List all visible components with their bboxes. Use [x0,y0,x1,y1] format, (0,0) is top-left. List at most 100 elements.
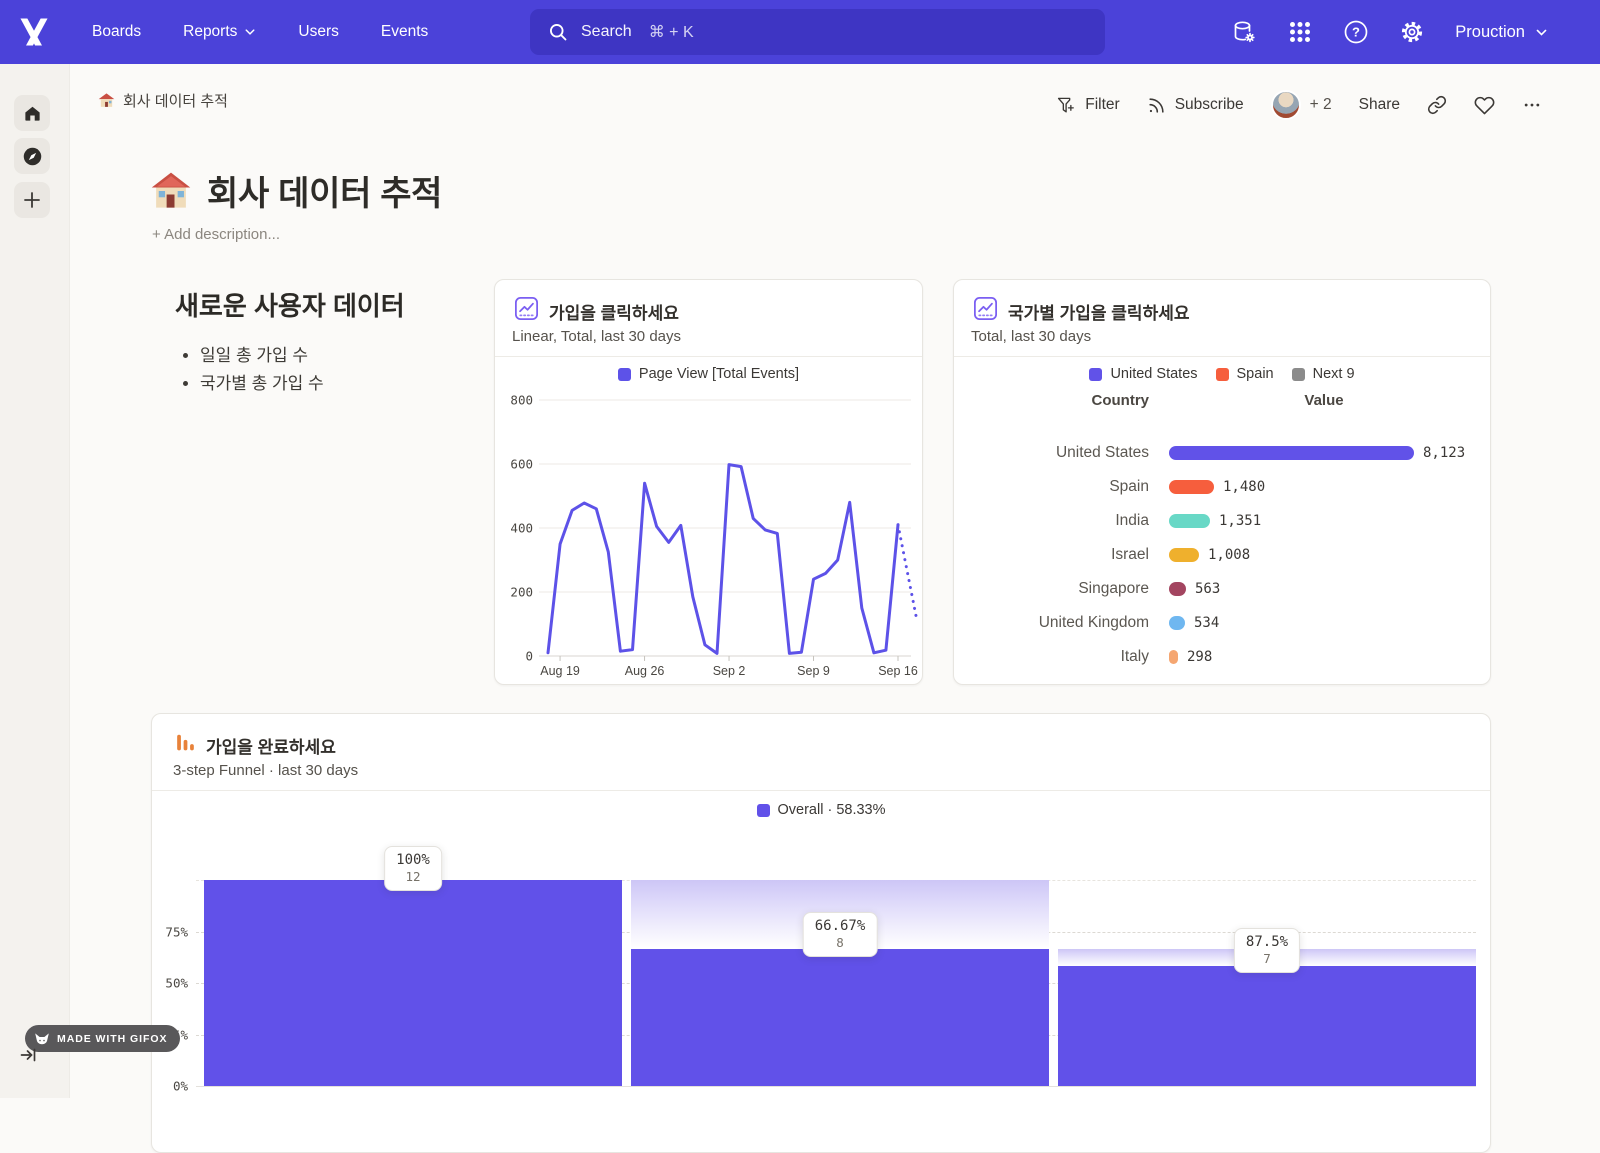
nav-item-boards[interactable]: Boards [92,23,141,41]
svg-text:Aug 19: Aug 19 [540,664,580,678]
funnel-card[interactable]: 가입을 완료하세요 3-step Funnel · last 30 days O… [151,713,1491,1153]
funnel-bar-fill [204,880,622,1086]
share-button[interactable]: Share [1359,96,1400,114]
rss-icon [1149,97,1164,113]
funnel-bar-step-3[interactable] [1058,948,1476,1086]
legend-item[interactable]: Overall · 58.33% [756,802,886,818]
gifox-badge[interactable]: MADE WITH GIFOX [25,1025,181,1052]
legend-item[interactable]: Spain [1215,366,1274,382]
page-title-text: 회사 데이터 추적 [207,175,443,213]
bar-card-header: 국가별 가입을 클릭하세요 Total, last 30 days [954,280,1490,357]
country-value: 563 [1195,581,1221,597]
fox-icon [35,1032,49,1044]
house-emoji [98,93,115,107]
more-options-icon[interactable] [1522,95,1542,115]
breadcrumb[interactable]: 회사 데이터 추적 [98,90,228,111]
country-bar [1169,650,1178,664]
svg-text:Sep 9: Sep 9 [797,664,830,678]
sidebar-home-button[interactable] [14,95,50,131]
mixpanel-logo-icon[interactable] [18,16,50,48]
country-bar-rows: United States 8,123 Spain 1,480 India 1,351 Is… [954,436,1490,685]
line-card-subtitle: Linear, Total, last 30 days [512,328,681,345]
svg-text:0: 0 [525,649,533,664]
expand-sidebar-icon[interactable] [20,1046,38,1064]
country-bar [1169,684,1177,685]
funnel-legend: Overall · 58.33% [152,802,1490,818]
legend-item[interactable]: Next 9 [1291,366,1355,382]
funnel-tooltip: 66.67% 8 [802,912,878,957]
funnel-bar-step-2[interactable] [631,880,1049,1086]
country-value: 8,123 [1423,445,1466,461]
country-row-partial[interactable] [954,674,1490,685]
apps-grid-icon[interactable] [1287,19,1313,45]
legend-swatch [1089,367,1103,381]
project-switcher[interactable]: Prouction [1455,23,1548,42]
svg-text:200: 200 [510,585,533,600]
search-placeholder: Search [581,23,632,40]
country-row-india[interactable]: India 1,351 [954,504,1490,538]
country-row-united-states[interactable]: United States 8,123 [954,436,1490,470]
nav-item-events[interactable]: Events [381,23,428,41]
subscribe-button[interactable]: Subscribe [1147,96,1244,115]
svg-text:400: 400 [510,521,533,536]
nav-item-label: Events [380,23,429,40]
line-chart-card[interactable]: 가입을 클릭하세요 Linear, Total, last 30 days Pa… [494,279,923,685]
collaborators[interactable]: + 2 [1270,90,1332,120]
sidebar-create-button[interactable] [14,182,50,218]
avatar [1270,90,1301,120]
left-sidebar [0,64,70,1098]
nav-item-reports[interactable]: Reports [183,23,256,41]
compass-icon [23,147,41,165]
country-value: 1,480 [1223,479,1266,495]
line-chart-legend: Page View [Total Events] [495,366,922,382]
country-bar-card[interactable]: 국가별 가입을 클릭하세요 Total, last 30 days United… [953,279,1491,685]
funnel-step-percent: 66.67% [814,918,866,934]
legend-label: Spain [1236,366,1274,382]
page-title: 회사 데이터 추적 [150,166,442,215]
country-row-united-kingdom[interactable]: United Kingdom 534 [954,606,1490,640]
text-card-bullets: 일일 총 가입 수국가별 총 가입 수 [200,342,324,398]
data-management-icon[interactable] [1231,19,1257,45]
funnel-bar-step-1[interactable] [204,880,622,1086]
help-icon[interactable]: ? [1343,19,1369,45]
country-bar [1169,480,1214,494]
filter-button[interactable]: Filter [1057,96,1120,115]
country-bar [1169,548,1199,562]
line-chart-plot[interactable]: 0 200 400 600 800 Aug 19 Aug 26 Sep 2 Sep 9 Sep 1… [495,380,922,684]
house-emoji [151,172,191,208]
country-bar [1169,514,1210,528]
funnel-ytick: 0% [172,1078,188,1094]
legend-label: United States [1110,366,1198,382]
country-value: 1,008 [1208,547,1251,563]
country-label: Singapore [1078,580,1149,597]
nav-item-label: Boards [92,23,142,40]
country-row-spain[interactable]: Spain 1,480 [954,470,1490,504]
legend-item[interactable]: Page View [Total Events] [617,366,799,382]
bar-card-title: 국가별 가입을 클릭하세요 [1008,304,1190,323]
search-input[interactable]: Search ⌘ + K [530,9,1105,55]
favorite-heart-icon[interactable] [1474,95,1495,116]
country-row-singapore[interactable]: Singapore 563 [954,572,1490,606]
breadcrumb-label: 회사 데이터 추적 [123,93,228,110]
sidebar-explore-button[interactable] [14,138,50,174]
funnel-baseline [196,1086,1476,1087]
column-header-value: Value [1304,392,1344,409]
settings-gear-icon[interactable] [1399,19,1425,45]
nav-item-users[interactable]: Users [298,23,338,41]
gifox-label: MADE WITH GIFOX [57,1032,168,1045]
country-row-italy[interactable]: Italy 298 [954,640,1490,674]
text-card-heading: 새로운 사용자 데이터 [175,291,405,321]
legend-swatch [756,803,770,817]
funnel-ytick: 50% [165,975,188,991]
country-label: United States [1055,444,1149,461]
country-value: 1,351 [1219,513,1262,529]
add-description[interactable]: + Add description... [152,226,280,243]
search-shortcut: ⌘ + K [648,24,694,41]
share-label: Share [1358,96,1400,113]
country-row-israel[interactable]: Israel 1,008 [954,538,1490,572]
legend-item[interactable]: United States [1089,366,1198,382]
copy-link-icon[interactable] [1427,95,1447,115]
funnel-card-header: 가입을 완료하세요 3-step Funnel · last 30 days [152,714,1490,791]
funnel-bar-fill [1058,965,1476,1086]
svg-text:Aug 26: Aug 26 [625,664,665,678]
